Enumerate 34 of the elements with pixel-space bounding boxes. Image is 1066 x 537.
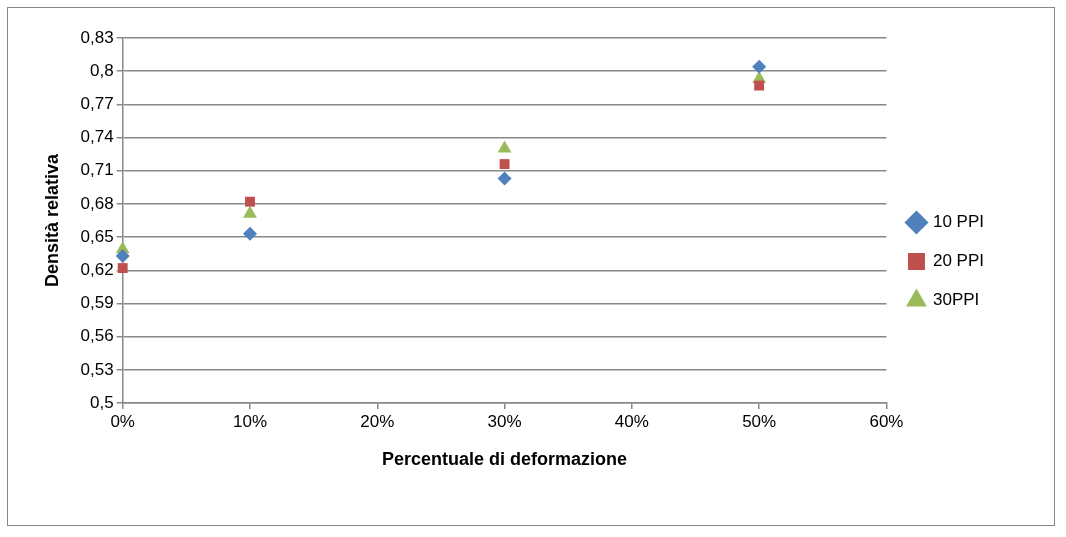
x-tick-label: 0% [110,411,135,431]
legend-label: 30PPI [932,290,980,310]
point [245,196,255,207]
point [497,171,512,186]
y-tick-label: 0,65 [80,226,114,246]
point [242,226,257,241]
x-tick-label: 50% [742,411,777,431]
legend-label: 20 PPI [932,251,985,271]
point [754,80,765,91]
y-tick-label: 0,5 [90,392,114,412]
y-tick-label: 0,77 [80,94,114,114]
point [117,263,128,274]
point [499,159,510,170]
x-tick-label: 30% [487,411,522,431]
y-tick-label: 0,8 [90,60,114,80]
point [243,205,257,218]
x-tick-label: 40% [614,411,649,431]
legend-label: 10 PPI [932,212,985,232]
y-tick-label: 0,83 [80,27,114,47]
point [497,140,512,153]
x-axis-title: Percentuale di deformazione [382,449,628,470]
y-axis-title: Densità relativa [41,152,62,288]
x-tick-label: 60% [869,411,904,431]
x-tick-label: 10% [232,411,267,431]
y-tick-label: 0,68 [80,193,114,213]
y-tick-label: 0,53 [80,359,114,379]
y-tick-label: 0,56 [80,326,114,346]
point [115,248,130,263]
y-tick-label: 0,71 [80,160,114,180]
y-tick-label: 0,74 [80,127,114,147]
y-tick-label: 0,59 [80,293,114,313]
x-tick-label: 20% [360,411,395,431]
y-tick-label: 0,62 [80,259,114,279]
point [752,59,767,74]
